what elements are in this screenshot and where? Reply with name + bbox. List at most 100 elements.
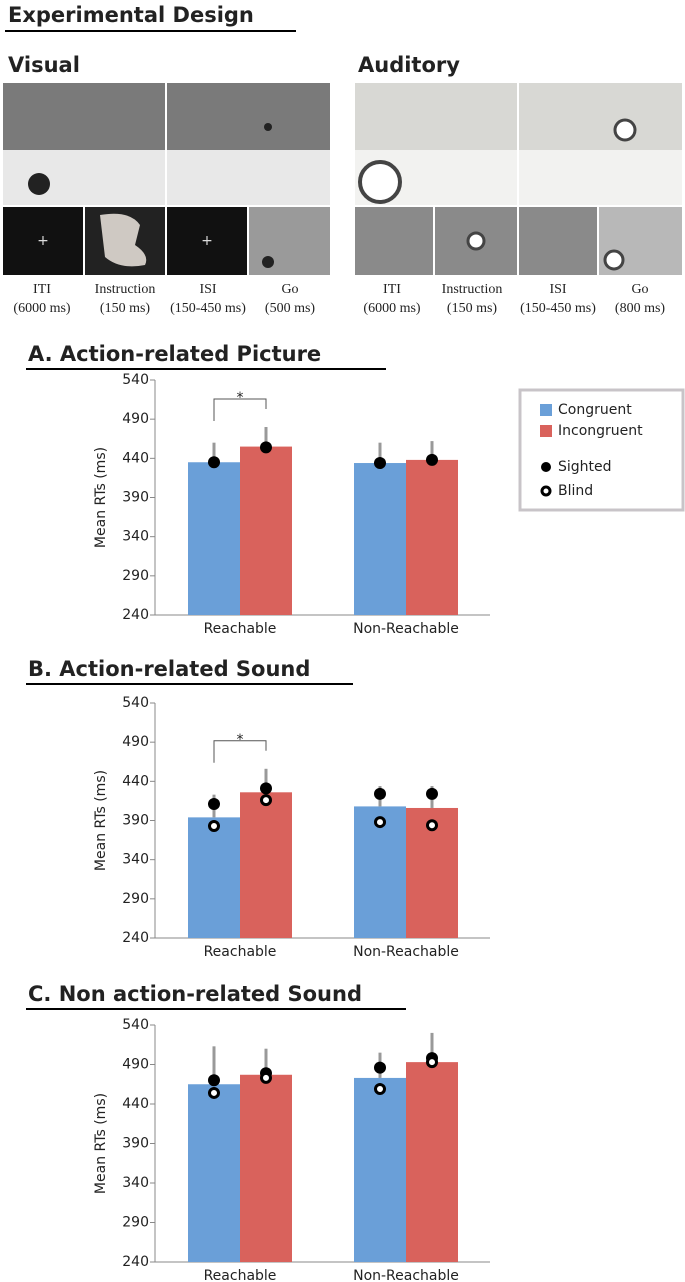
fixation-cross: + [37, 233, 49, 249]
group-marker [374, 457, 386, 470]
group-marker [208, 819, 220, 832]
y-tick-label: 540 [122, 695, 149, 711]
group-marker [260, 794, 272, 807]
y-tick-label: 440 [122, 450, 149, 466]
y-tick-label: 390 [122, 490, 149, 506]
group-marker [374, 1061, 386, 1074]
step-name: ITI [33, 282, 51, 297]
step-duration: (6000 ms) [363, 301, 421, 316]
bar [354, 463, 406, 615]
legend-label: Blind [558, 483, 593, 499]
step-name: Instruction [95, 282, 156, 297]
y-tick-label: 240 [122, 1254, 149, 1270]
significance-label: * [237, 390, 244, 406]
significance-bracket [213, 740, 267, 763]
speaker-icon [603, 249, 625, 271]
significance-bracket [213, 398, 267, 421]
group-marker [374, 787, 386, 800]
y-tick-label: 490 [122, 1057, 149, 1073]
significance-label: * [237, 732, 244, 748]
y-tick-label: 340 [122, 852, 149, 868]
step-name: Go [631, 282, 648, 297]
y-tick-label: 290 [122, 891, 149, 907]
y-axis-label: Mean RTs (ms) [93, 447, 109, 548]
step-duration: (800 ms) [615, 301, 666, 316]
bar [354, 1077, 406, 1262]
fixation-screen [3, 207, 83, 275]
group-marker [260, 782, 272, 795]
y-axis-label: Mean RTs (ms) [93, 770, 109, 871]
step-name: ITI [383, 282, 401, 297]
bar [240, 446, 292, 615]
hand [100, 213, 147, 267]
y-tick-label: 240 [122, 930, 149, 946]
group-marker [260, 441, 272, 454]
group-marker [426, 453, 438, 466]
visual-label: Visual [8, 53, 80, 77]
group-marker [208, 1086, 220, 1099]
y-tick-label: 540 [122, 372, 149, 388]
ball [262, 256, 274, 268]
x-tick-label: Non-Reachable [353, 621, 459, 637]
y-axis-label: Mean RTs (ms) [93, 1093, 109, 1194]
y-tick-label: 240 [122, 607, 149, 623]
step-name: ISI [199, 282, 216, 297]
go-image [249, 207, 330, 275]
blank-screen [519, 207, 597, 275]
y-tick-label: 490 [122, 411, 149, 427]
group-marker [374, 816, 386, 829]
group-marker [426, 1056, 438, 1069]
group-marker [208, 456, 220, 469]
design-title: Experimental Design [8, 3, 254, 27]
step-duration: (6000 ms) [13, 301, 71, 316]
ball [264, 123, 272, 131]
bar [240, 1074, 292, 1262]
bar [188, 1084, 240, 1262]
ball [28, 173, 50, 195]
bar [188, 462, 240, 615]
chart-title: A. Action-related Picture [28, 342, 321, 366]
step-duration: (150 ms) [100, 301, 151, 316]
y-tick-label: 290 [122, 568, 149, 584]
group-marker [426, 819, 438, 832]
y-tick-label: 390 [122, 813, 149, 829]
y-tick-label: 340 [122, 1175, 149, 1191]
group-marker [208, 798, 220, 811]
fixation-cross: + [201, 233, 213, 249]
legend-swatch [540, 425, 552, 437]
group-marker [208, 1074, 220, 1087]
auditory-label: Auditory [358, 53, 460, 77]
y-tick-label: 540 [122, 1017, 149, 1033]
y-tick-label: 440 [122, 773, 149, 789]
chart-title: C. Non action-related Sound [28, 982, 362, 1006]
legend-label: Incongruent [558, 423, 643, 439]
y-tick-label: 440 [122, 1096, 149, 1112]
y-tick-label: 490 [122, 734, 149, 750]
bar [188, 817, 240, 938]
step-name: Go [281, 282, 298, 297]
step-name: ISI [549, 282, 566, 297]
bar [406, 459, 458, 615]
group-marker [260, 1071, 272, 1084]
step-duration: (500 ms) [265, 301, 316, 316]
fixation-screen [167, 207, 247, 275]
legend-label: Congruent [558, 402, 632, 418]
x-tick-label: Reachable [204, 944, 277, 960]
x-tick-label: Non-Reachable [353, 944, 459, 960]
legend-swatch [540, 404, 552, 416]
step-duration: (150 ms) [447, 301, 498, 316]
legend-label: Sighted [558, 459, 612, 475]
y-tick-label: 340 [122, 529, 149, 545]
bar [240, 792, 292, 938]
legend-marker [540, 485, 552, 497]
table [519, 150, 682, 205]
bar [354, 806, 406, 938]
bar [406, 1062, 458, 1262]
table [167, 150, 330, 205]
speaker-icon [613, 118, 637, 142]
step-duration: (150-450 ms) [520, 301, 596, 316]
legend-marker [541, 462, 551, 472]
group-marker [426, 787, 438, 800]
speaker-icon [358, 160, 402, 204]
